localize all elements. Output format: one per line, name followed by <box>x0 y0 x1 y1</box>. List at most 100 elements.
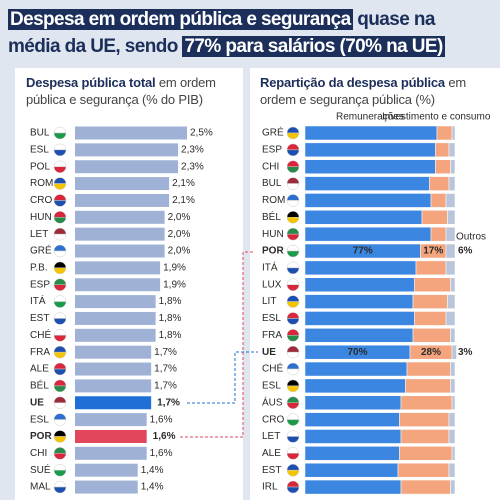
category-label: UE <box>262 347 276 358</box>
bar-segment <box>406 361 451 377</box>
category-label: CHI <box>30 448 47 459</box>
flag <box>53 413 67 420</box>
category-label: ESL <box>262 313 281 324</box>
flag <box>286 312 300 319</box>
value-label: 28% <box>421 347 441 358</box>
flag <box>286 379 300 387</box>
category-label: GRÉ <box>30 244 52 257</box>
bar-segment <box>304 378 406 394</box>
value-label: 1,9% <box>163 279 186 290</box>
flag <box>286 284 300 291</box>
flag <box>286 419 300 426</box>
bar-segment <box>304 446 400 461</box>
flag <box>286 480 300 488</box>
value-label: 1,4% <box>141 482 164 493</box>
category-label: FRA <box>30 347 50 358</box>
bar <box>75 210 165 224</box>
flag <box>53 396 67 404</box>
flag <box>286 295 300 302</box>
bar <box>75 278 161 292</box>
legend-label: Investimento e consumo <box>382 112 491 123</box>
bar-segment <box>451 446 456 461</box>
bar <box>75 396 152 410</box>
category-label: ESL <box>30 145 49 156</box>
value-label: 1,4% <box>141 465 164 476</box>
flag <box>286 267 300 275</box>
bar <box>75 480 138 494</box>
bar-segment <box>304 479 402 495</box>
bar <box>75 446 147 460</box>
flag <box>53 453 67 460</box>
flag <box>286 335 300 342</box>
category-label: CHÉ <box>262 362 283 375</box>
bar-segment <box>414 311 447 326</box>
flag <box>53 183 67 190</box>
category-label: ÁUS <box>262 395 283 408</box>
value-label: 2,0% <box>168 246 191 257</box>
value-label: 70% <box>347 347 367 358</box>
flag <box>286 211 300 218</box>
value-label: 2,1% <box>172 178 195 189</box>
category-label: ALE <box>30 364 49 375</box>
category-label: POR <box>30 431 52 442</box>
category-label: ROM <box>30 178 53 189</box>
bar-segment <box>304 361 408 377</box>
bar-segment <box>421 210 448 225</box>
value-label: 1,9% <box>163 263 186 274</box>
flag <box>53 486 67 494</box>
value-label: 1,6% <box>150 414 173 425</box>
subtitle-rest: em ordem pública e segurança (% do PIB) <box>26 75 216 107</box>
category-label: ESL <box>262 381 281 392</box>
category-label: UE <box>30 397 44 408</box>
flag <box>53 447 67 454</box>
bar-segment <box>304 294 414 309</box>
value-label: 6% <box>458 246 473 257</box>
category-label: BUL <box>30 128 50 139</box>
value-label: 2,3% <box>181 145 204 156</box>
bar-segment <box>450 277 456 292</box>
flag <box>53 368 67 376</box>
bar-segment <box>399 446 453 461</box>
flag <box>286 301 300 308</box>
right-subtitle: Repartição da despesa pública em ordem e… <box>260 74 495 108</box>
flag <box>286 413 300 420</box>
flag <box>286 177 300 184</box>
flag <box>53 430 67 437</box>
flag <box>286 430 300 437</box>
bar-segment <box>304 210 423 225</box>
bar-segment <box>435 159 451 174</box>
bar <box>75 143 179 157</box>
bar <box>75 345 152 359</box>
flag <box>286 143 300 151</box>
bar-segment <box>445 260 456 276</box>
bar-segment <box>448 462 456 478</box>
flag <box>53 351 67 359</box>
bar-segment <box>304 142 436 158</box>
bar-segment <box>414 277 451 292</box>
flag <box>286 194 300 201</box>
category-label: ITÁ <box>262 261 278 274</box>
flag <box>53 419 67 426</box>
bar-segment <box>445 226 456 242</box>
flag <box>53 233 67 241</box>
value-label: 1,8% <box>159 330 182 341</box>
flag <box>286 436 300 443</box>
flag <box>53 335 67 342</box>
bar-segment <box>450 328 456 343</box>
flag <box>286 368 300 376</box>
category-label: ESP <box>262 145 282 156</box>
flag <box>286 318 300 325</box>
value-label: 77% <box>353 246 373 257</box>
bar <box>75 295 156 309</box>
bar-segment <box>304 159 436 174</box>
bar-segment <box>451 125 456 141</box>
bar-segment <box>430 226 447 242</box>
category-label: FRA <box>262 330 282 341</box>
bar-segment <box>412 294 448 309</box>
bar-segment <box>304 277 415 292</box>
bar <box>75 311 156 325</box>
flag <box>286 453 300 460</box>
category-label: ITÁ <box>30 294 46 307</box>
legend-label: Outros <box>456 232 486 243</box>
value-label: 1,8% <box>159 313 182 324</box>
